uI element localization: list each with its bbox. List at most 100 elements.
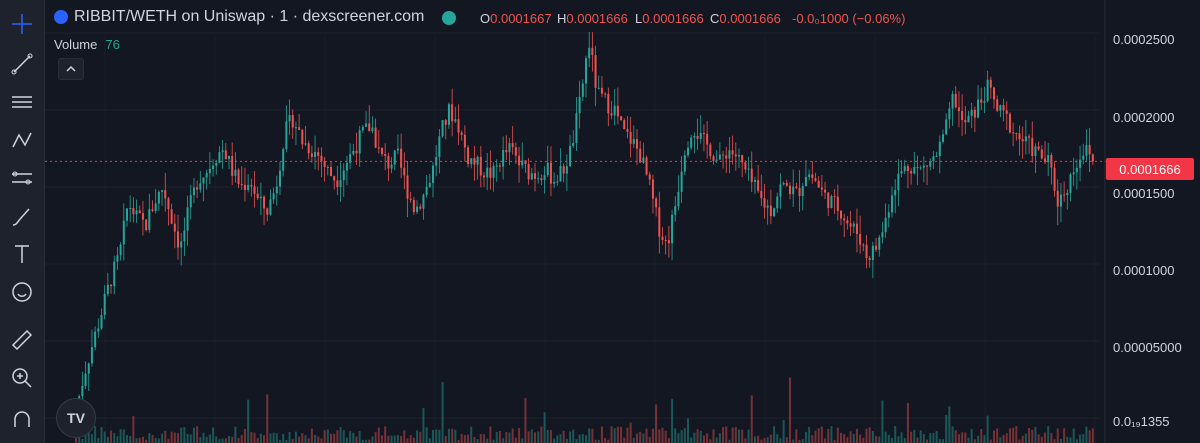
volume-bar: [1021, 435, 1024, 443]
candle: [782, 183, 785, 185]
candle: [900, 171, 903, 174]
candle: [157, 191, 160, 204]
candle: [400, 148, 403, 168]
candle: [594, 55, 597, 88]
volume-bar: [310, 428, 313, 443]
volume-indicator-label[interactable]: Volume 76: [54, 37, 120, 52]
volume-bar: [543, 412, 546, 443]
zoom-in-tool[interactable]: [0, 362, 44, 394]
candle: [597, 87, 600, 89]
candle: [1069, 174, 1072, 193]
volume-bar: [795, 429, 798, 443]
candle: [623, 120, 626, 130]
volume-bar: [731, 427, 734, 443]
price-chart[interactable]: [45, 0, 1200, 443]
volume-bar: [970, 428, 973, 443]
candle: [875, 245, 878, 250]
volume-bar: [212, 427, 215, 443]
candle: [980, 99, 983, 103]
volume-bar: [256, 438, 259, 443]
volume-bar: [677, 433, 680, 443]
candle: [553, 181, 556, 184]
volume-bar: [556, 435, 559, 443]
volume-bar: [90, 434, 93, 443]
volume-bar: [792, 439, 795, 443]
volume-bar: [661, 427, 664, 443]
forecast-tool[interactable]: [0, 162, 44, 194]
candle: [728, 150, 731, 159]
volume-bar: [1002, 434, 1005, 443]
crosshair-icon: [12, 14, 32, 34]
brush-tool[interactable]: [0, 200, 44, 232]
candle: [935, 156, 938, 158]
collapse-button[interactable]: [58, 58, 84, 80]
candle: [610, 113, 613, 116]
trend-line-tool[interactable]: [0, 48, 44, 80]
candle: [884, 217, 887, 233]
volume-bar: [154, 437, 157, 443]
volume-bar: [747, 429, 750, 443]
pattern-icon: [12, 132, 32, 148]
magnet-icon: [14, 411, 30, 427]
candle: [632, 139, 635, 144]
volume-bar: [205, 436, 208, 443]
candle: [585, 58, 587, 84]
volume-bar: [973, 439, 976, 443]
candle: [307, 143, 310, 154]
volume-bar: [651, 428, 654, 443]
volume-bar: [467, 434, 470, 443]
volume-bar: [425, 427, 428, 443]
volume-bar: [208, 434, 211, 443]
volume-bar: [330, 433, 332, 443]
candle: [814, 178, 817, 181]
volume-bar: [852, 433, 855, 443]
candle: [505, 150, 508, 153]
volume-bar: [715, 437, 718, 443]
volume-bar: [228, 436, 230, 443]
magnet-tool[interactable]: [0, 404, 44, 436]
candle: [785, 183, 788, 186]
volume-bar: [374, 432, 377, 443]
crosshair-tool[interactable]: [0, 8, 44, 40]
volume-bar: [623, 437, 626, 443]
volume-bar: [390, 435, 393, 443]
chart-title[interactable]: RIBBIT/WETH on Uniswap · 1 · dexscreener…: [74, 8, 425, 25]
volume-bar: [996, 428, 999, 443]
volume-bar: [202, 432, 205, 443]
volume-bar: [999, 437, 1002, 443]
volume-bar: [977, 435, 980, 443]
candle: [205, 173, 208, 178]
volume-bar: [840, 432, 842, 443]
volume-bar: [518, 428, 521, 443]
volume-bar: [103, 431, 106, 443]
price-axis-label: 0.0001500: [1113, 186, 1175, 201]
volume-bar: [218, 439, 221, 443]
candle: [288, 115, 291, 122]
candle: [323, 161, 326, 168]
candle: [1040, 149, 1043, 159]
ruler-tool[interactable]: [0, 324, 44, 356]
text-tool[interactable]: [0, 238, 44, 270]
candle: [559, 166, 562, 182]
candle: [543, 175, 546, 181]
horizontal-lines-tool[interactable]: [0, 86, 44, 118]
emoji-tool[interactable]: [0, 276, 44, 308]
volume-bar: [785, 437, 788, 443]
candle: [964, 120, 967, 123]
volume-bar: [422, 408, 425, 443]
candle: [483, 175, 485, 178]
candle: [498, 165, 501, 167]
tradingview-logo[interactable]: TV: [56, 398, 96, 438]
volume-bar: [416, 430, 419, 443]
candle: [629, 131, 632, 144]
volume-bar: [629, 422, 632, 443]
pattern-tool[interactable]: [0, 124, 44, 156]
candle: [715, 159, 718, 161]
volume-bar: [632, 437, 635, 443]
candle: [993, 87, 995, 100]
volume-bar: [884, 431, 887, 443]
volume-bar: [122, 429, 125, 443]
candle: [361, 126, 364, 131]
candle: [1015, 132, 1018, 134]
volume-bar: [706, 433, 709, 443]
